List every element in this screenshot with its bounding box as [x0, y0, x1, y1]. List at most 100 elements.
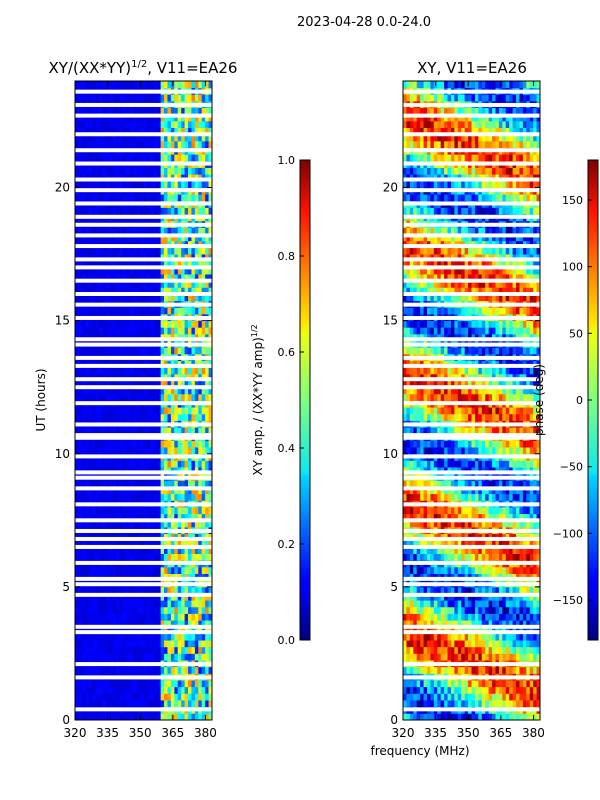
- heatmap-cell: [133, 693, 138, 701]
- heatmap-cell: [98, 566, 103, 574]
- heatmap-cell: [488, 633, 493, 641]
- heatmap-cell: [522, 686, 527, 694]
- heatmap-cell: [140, 107, 144, 115]
- heatmap-cell: [198, 493, 203, 501]
- heatmap-cell: [136, 646, 141, 654]
- heatmap-cell: [181, 407, 185, 415]
- heatmap-cell: [150, 427, 155, 435]
- heatmap-cell: [433, 693, 438, 701]
- heatmap-cell: [98, 513, 103, 521]
- heatmap-cell: [205, 287, 209, 295]
- heatmap-cell: [95, 666, 100, 674]
- heatmap-cell: [150, 447, 155, 455]
- heatmap-cell: [105, 194, 110, 202]
- heatmap-cell: [98, 620, 103, 628]
- amplitude-plot-frame: [74, 80, 213, 721]
- heatmap-cell: [157, 107, 162, 115]
- heatmap-cell: [423, 653, 428, 661]
- heatmap-cell: [174, 81, 179, 89]
- heatmap-cell: [122, 227, 127, 235]
- heatmap-cell: [174, 413, 179, 421]
- heatmap-cell: [119, 294, 124, 302]
- heatmap-cell: [136, 127, 141, 135]
- heatmap-cell: [102, 167, 107, 175]
- heatmap-cell: [464, 620, 469, 628]
- amplitude-colorbar-label-sup: 1/2: [250, 324, 259, 337]
- heatmap-cell: [136, 680, 141, 688]
- heatmap-cell: [464, 606, 469, 614]
- heatmap-cell: [75, 280, 79, 288]
- heatmap-cell: [447, 653, 452, 661]
- heatmap-cell: [95, 566, 100, 574]
- heatmap-cell: [522, 620, 527, 628]
- heatmap-cell: [122, 194, 127, 202]
- heatmap-cell: [201, 347, 206, 355]
- heatmap-cell: [102, 134, 107, 142]
- heatmap-cell: [485, 546, 490, 554]
- heatmap-cell: [188, 327, 192, 335]
- heatmap-cell: [153, 606, 158, 614]
- heatmap-cell: [146, 260, 151, 268]
- heatmap-cell: [406, 546, 411, 554]
- heatmap-cell: [198, 700, 203, 708]
- heatmap-cell: [126, 134, 131, 142]
- heatmap-cell: [423, 713, 428, 721]
- heatmap-cell: [92, 380, 96, 388]
- heatmap-cell: [102, 440, 107, 448]
- heatmap-cell: [205, 693, 209, 701]
- heatmap-cell: [208, 167, 213, 175]
- heatmap-cell: [92, 646, 96, 654]
- heatmap-cell: [478, 546, 483, 554]
- heatmap-cell: [140, 447, 144, 455]
- heatmap-cell: [102, 120, 107, 128]
- heatmap-cell: [201, 493, 206, 501]
- heatmap-cell: [88, 114, 93, 122]
- heatmap-cell: [164, 387, 168, 395]
- heatmap-cell: [194, 713, 199, 721]
- heatmap-cell: [457, 600, 462, 608]
- heatmap-cell: [112, 294, 117, 302]
- heatmap-cell: [174, 606, 179, 614]
- heatmap-cell: [81, 81, 86, 89]
- heatmap-cell: [146, 267, 151, 275]
- heatmap-cell: [119, 260, 124, 268]
- heatmap-cell: [136, 207, 141, 215]
- heatmap-cell: [440, 640, 445, 648]
- heatmap-cell: [105, 633, 110, 641]
- heatmap-cell: [143, 107, 148, 115]
- heatmap-cell: [191, 600, 196, 608]
- heatmap-cell: [75, 586, 79, 594]
- heatmap-cell: [488, 693, 493, 701]
- heatmap-cell: [105, 267, 110, 275]
- heatmap-cell: [478, 606, 483, 614]
- heatmap-cell: [150, 460, 155, 468]
- heatmap-cell: [150, 294, 155, 302]
- heatmap-cell: [126, 260, 131, 268]
- heatmap-cell: [143, 120, 148, 128]
- heatmap-cell: [143, 553, 148, 561]
- heatmap-cell: [102, 600, 107, 608]
- heatmap-cell: [505, 633, 510, 641]
- heatmap-cell: [164, 407, 168, 415]
- heatmap-cell: [85, 167, 90, 175]
- heatmap-cell: [126, 107, 131, 115]
- heatmap-cell: [430, 640, 435, 648]
- heatmap-cell: [122, 387, 127, 395]
- heatmap-cell: [488, 566, 493, 574]
- heatmap-cell: [174, 700, 179, 708]
- heatmap-cell: [109, 633, 114, 641]
- heatmap-cell: [136, 493, 141, 501]
- heatmap-cell: [78, 180, 83, 188]
- heatmap-cell: [136, 94, 141, 102]
- heatmap-cell: [85, 81, 90, 89]
- heatmap-cell: [164, 194, 168, 202]
- heatmap-cell: [444, 546, 448, 554]
- heatmap-cell: [164, 640, 168, 648]
- heatmap-cell: [102, 94, 107, 102]
- heatmap-cell: [133, 460, 138, 468]
- heatmap-cell: [450, 613, 455, 621]
- heatmap-cell: [184, 247, 189, 255]
- heatmap-cell: [150, 507, 155, 515]
- heatmap-cell: [174, 640, 179, 648]
- heatmap-cell: [85, 566, 90, 574]
